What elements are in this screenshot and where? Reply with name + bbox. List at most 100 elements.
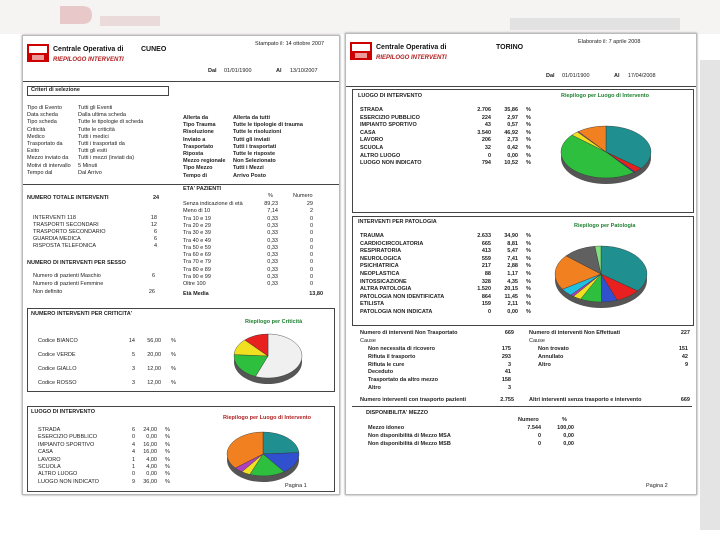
row-value: % <box>171 380 176 386</box>
row-value: % <box>526 255 531 262</box>
cause-label: Cause <box>360 338 376 344</box>
right-report-page: Centrale Operativa di TORINO RIEPILOGO INT… <box>345 33 697 495</box>
row-value: 0 <box>131 471 135 478</box>
report-city: CUNEO <box>141 46 167 53</box>
row-value: 2.706 <box>477 107 491 113</box>
pie-chart <box>560 125 652 184</box>
chart-title: Riepilogo per Criticità <box>245 319 303 325</box>
row-label: CASA <box>360 129 376 136</box>
row-value: Tutti i trasportati <box>233 143 277 150</box>
row-value: % <box>165 449 170 456</box>
row-value: 4,35 <box>507 278 518 285</box>
row-value: 0,00 <box>146 434 157 441</box>
cause-label: Cause <box>529 338 545 344</box>
row-value: Tutte le tipologie di scheda <box>78 119 144 126</box>
row-value: 20,00 <box>147 352 161 358</box>
row-value: 88 <box>484 271 491 277</box>
row-label: Motivi di intervallo <box>27 162 71 169</box>
divider <box>346 86 696 87</box>
section-title: INTERVENTI PER PATOLOGIA <box>358 219 437 225</box>
row-value: 0 <box>309 252 313 259</box>
to-date: 13/10/2007 <box>290 68 318 74</box>
row-label: Rifiuta le cure <box>368 361 405 368</box>
logo-118 <box>350 42 372 60</box>
row-value: % <box>165 464 170 470</box>
row-value: 175 <box>501 346 511 352</box>
row-value: 12,00 <box>147 366 161 372</box>
row-label: Risoluzione <box>183 129 214 136</box>
logo-cross <box>32 55 44 60</box>
row-value: 2,97 <box>507 114 518 121</box>
report-title: Centrale Operativa di <box>53 46 124 53</box>
row-value: 1,17 <box>507 271 518 277</box>
row-value: 5 <box>131 352 135 358</box>
row-value: % <box>526 248 531 255</box>
summary-value: 227 <box>680 330 690 336</box>
row-value: 794 <box>481 160 491 167</box>
row-value: 3 <box>131 380 135 386</box>
row-value: 7,14 <box>267 208 278 215</box>
from-date: 01/01/1900 <box>562 73 590 79</box>
row-value: 34,90 <box>504 233 518 239</box>
summary-value: 669 <box>504 330 514 336</box>
row-value: % <box>526 107 531 113</box>
pie-slice <box>244 333 269 357</box>
row-label: Esito <box>27 148 40 155</box>
row-label: IMPIANTO SPORTIVO <box>38 441 95 448</box>
row-value: 9 <box>684 361 688 368</box>
row-value: 6 <box>131 427 135 433</box>
pie-slice <box>255 333 303 379</box>
row-value: 0,33 <box>267 244 278 251</box>
row-value: 1.520 <box>477 286 491 293</box>
row-value: 413 <box>481 248 491 255</box>
row-value: 0,33 <box>267 266 278 273</box>
summary-value: 2.755 <box>500 397 514 403</box>
row-value: 6 <box>151 273 155 279</box>
row-value: 26 <box>148 289 155 295</box>
report-title: Centrale Operativa di <box>376 44 447 51</box>
row-value: 100,00 <box>557 425 574 431</box>
row-value: 0 <box>309 222 313 229</box>
row-label: LUOGO NON INDICATO <box>38 478 99 485</box>
row-value: 7.544 <box>527 425 541 431</box>
row-value: 36,00 <box>143 478 157 485</box>
row-label: NEOPLASTICA <box>360 271 400 277</box>
row-label: CASA <box>38 449 53 456</box>
row-value: 2,73 <box>507 137 518 144</box>
row-label: Tra 60 e 69 <box>183 252 211 259</box>
divider <box>23 184 339 185</box>
row-label: IMPIANTO SPORTIVO <box>360 122 417 129</box>
row-value: 0 <box>309 237 313 244</box>
row-label: Tipo scheda <box>27 119 57 126</box>
print-date: Elaborato il: 7 aprile 2008 <box>578 39 641 45</box>
row-label: Meno di 10 <box>183 208 211 215</box>
row-value: Tutte le criticità <box>78 126 115 133</box>
row-value: 2,88 <box>507 263 518 270</box>
age-mean-label: Età Media <box>183 291 209 297</box>
row-label: RESPIRATORIA <box>360 248 402 255</box>
row-label: CARDIOCIRCOLATORIA <box>360 240 424 247</box>
row-value: % <box>526 293 531 300</box>
row-value: Tutti i Mezzi <box>233 165 264 172</box>
age-num-head: Numero <box>293 193 313 199</box>
page-number: Pagina 2 <box>646 483 668 489</box>
pie-slice <box>560 134 635 179</box>
row-value: 0 <box>309 266 313 273</box>
row-label: Tipo Trauma <box>183 122 216 129</box>
row-value: 16,00 <box>143 441 157 448</box>
logo-cross <box>355 53 367 58</box>
row-value: % <box>526 286 531 293</box>
row-label: INTERVENTI 118 <box>33 215 76 221</box>
row-label: Tra 80 e 89 <box>183 266 211 273</box>
row-value: 0 <box>487 309 491 315</box>
row-value: % <box>165 441 170 448</box>
top-banner <box>0 0 720 34</box>
age-mean: 13,80 <box>309 291 323 297</box>
section-title: NUMERO INTERVENTI PER CRITICITA' <box>31 311 133 317</box>
row-label: Data scheda <box>27 112 58 119</box>
row-value: 158 <box>501 377 511 384</box>
row-label: Annullato <box>538 353 564 360</box>
row-label: Criticità <box>27 126 46 133</box>
row-value: 0,00 <box>146 471 157 478</box>
row-value: 8,81 <box>507 240 518 247</box>
